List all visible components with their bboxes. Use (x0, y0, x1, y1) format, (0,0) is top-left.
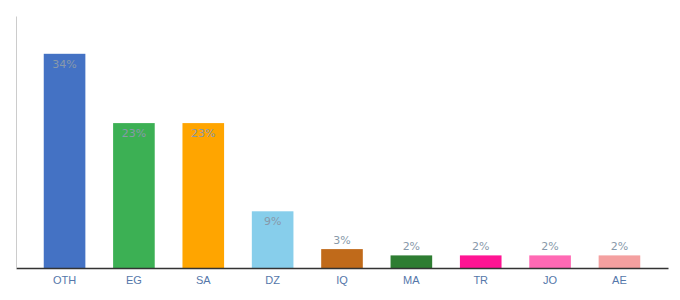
data-label: 3% (333, 234, 350, 247)
x-tick: EG (126, 268, 142, 286)
x-tick: AE (612, 268, 627, 286)
plot: OTH EG SA DZ IQ MA TR JO AE 34% 23% 23% 9% 3% 2% 2% 2% 2% (17, 17, 669, 286)
data-label: 2% (403, 240, 420, 253)
bar (113, 123, 155, 268)
chart: OTH EG SA DZ IQ MA TR JO AE 34% 23% 23% 9% 3% 2% 2% 2% 2% (0, 0, 680, 300)
bar (529, 255, 571, 268)
x-tick: MA (403, 268, 420, 286)
x-tick: DZ (265, 268, 280, 286)
x-tick: TR (473, 268, 488, 286)
x-axis-line (17, 268, 669, 270)
data-label: 2% (611, 240, 628, 253)
x-tick-label: AE (612, 274, 627, 286)
x-tick-label: IQ (336, 274, 348, 286)
data-label: 2% (541, 240, 558, 253)
data-label: 23% (122, 127, 146, 140)
x-tick-label: DZ (265, 274, 280, 286)
x-tick-label: OTH (53, 274, 76, 286)
data-label: 9% (264, 215, 281, 228)
x-tick: IQ (336, 268, 348, 286)
bar (182, 123, 224, 268)
x-tick-label: EG (126, 274, 142, 286)
bar (391, 255, 433, 268)
x-tick: JO (543, 268, 558, 286)
data-labels: 34% 23% 23% 9% 3% 2% 2% 2% 2% (52, 58, 628, 254)
data-label: 2% (472, 240, 489, 253)
x-axis: OTH EG SA DZ IQ MA TR JO AE (17, 268, 669, 286)
bar (252, 211, 294, 268)
bar (321, 249, 363, 268)
bar (599, 255, 641, 268)
bar (460, 255, 502, 268)
x-tick-label: TR (473, 274, 488, 286)
bars (44, 54, 641, 268)
y-axis-line (16, 17, 17, 269)
x-tick: SA (196, 268, 211, 286)
x-tick: OTH (53, 268, 76, 286)
x-tick-label: MA (403, 274, 420, 286)
bar (44, 54, 86, 268)
data-label: 34% (52, 58, 76, 71)
x-tick-label: JO (543, 274, 558, 286)
data-label: 23% (191, 127, 215, 140)
x-tick-label: SA (196, 274, 211, 286)
y-axis (16, 17, 17, 269)
